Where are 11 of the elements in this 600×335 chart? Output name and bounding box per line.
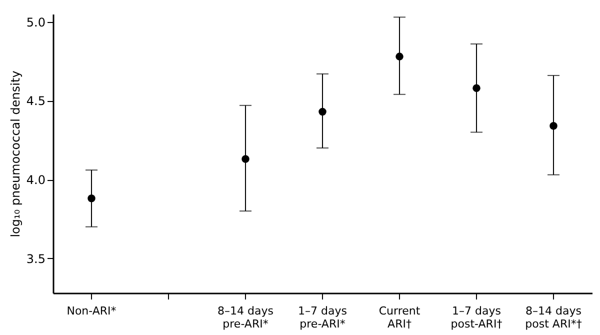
x-tick-label: 1–7 days post-ARI†	[450, 304, 503, 330]
y-tick-label: 4.5	[26, 94, 46, 108]
x-tick-label: Current ARI†	[378, 304, 421, 330]
y-tick-label: 5.0	[26, 15, 46, 30]
y-tick-label: 3.5	[26, 252, 46, 266]
y-tick-label: 4.0	[26, 173, 46, 188]
x-tick-label: 1–7 days pre-ARI*	[298, 304, 348, 330]
x-tick-label: 8–14 days post ARI*†	[525, 304, 582, 330]
x-tick-label: 8–14 days pre-ARI*	[218, 304, 274, 330]
x-tick-label: Non-ARI*	[66, 304, 117, 318]
y-axis-title: log₁₀ pneumococcal density	[8, 70, 22, 238]
